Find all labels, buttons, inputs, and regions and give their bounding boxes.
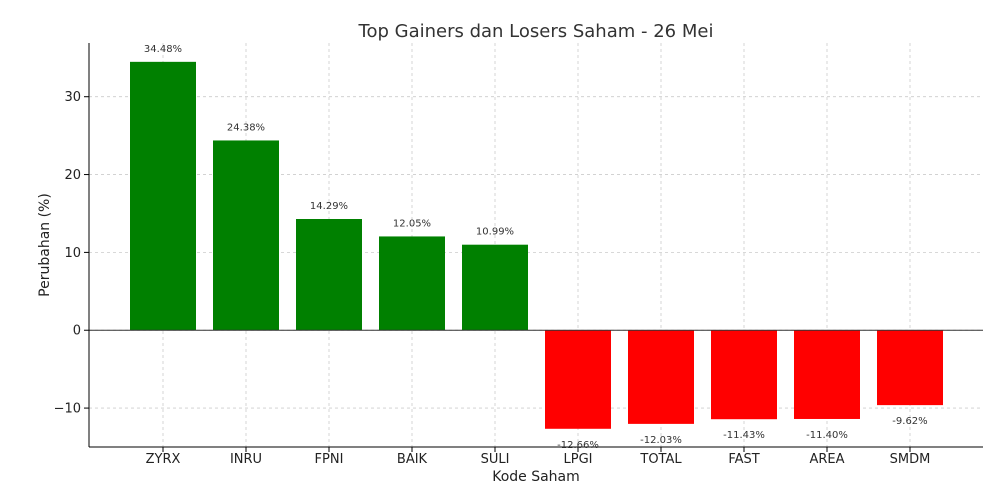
data-label: 10.99%: [476, 227, 514, 238]
bar-lpgi: [545, 330, 611, 429]
labels: −10 0 10 20 30 34.48% 24.38% 14.29% 12.05% 10.99%…: [54, 44, 931, 467]
x-axis-label: Kode Saham: [492, 469, 580, 481]
x-tick-label: BAIK: [397, 452, 428, 467]
data-label: -12.66%: [557, 440, 599, 451]
bar-baik: [379, 236, 445, 331]
data-label: -11.43%: [723, 430, 765, 441]
bar-suli: [462, 244, 528, 331]
data-label: -12.03%: [640, 435, 682, 446]
y-tick-label: 30: [64, 90, 81, 105]
x-tick-label: FAST: [728, 452, 759, 467]
y-tick-label: −10: [54, 402, 81, 417]
y-tick-label: 20: [64, 168, 81, 183]
chart-title: Top Gainers dan Losers Saham - 26 Mei: [358, 21, 714, 42]
x-tick-label: SMDM: [890, 452, 931, 467]
bar-total: [628, 330, 694, 424]
y-tick-label: 10: [64, 246, 81, 261]
bar-zyrx: [130, 61, 196, 331]
data-label: 34.48%: [144, 44, 182, 55]
data-label: -11.40%: [806, 430, 848, 441]
bar-fpni: [296, 219, 362, 331]
x-tick-label: AREA: [809, 452, 844, 467]
data-label: 14.29%: [310, 201, 348, 212]
x-tick-label: FPNI: [315, 452, 344, 467]
bar-fast: [711, 330, 777, 420]
x-tick-label: LPGI: [564, 452, 593, 467]
x-tick-label: INRU: [230, 452, 262, 467]
data-label: 24.38%: [227, 122, 265, 133]
y-axis-label: Perubahan (%): [37, 193, 53, 297]
y-tick-label: 0: [73, 324, 81, 339]
data-label: -9.62%: [892, 416, 927, 427]
bars: [130, 61, 943, 429]
bar-smdm: [877, 330, 943, 406]
axes: [84, 43, 983, 452]
bar-inru: [213, 140, 279, 331]
x-tick-label: ZYRX: [146, 452, 181, 467]
data-label: 12.05%: [393, 218, 431, 229]
bar-area: [794, 330, 860, 419]
x-tick-label: TOTAL: [639, 452, 682, 467]
x-tick-label: SULI: [481, 452, 510, 467]
